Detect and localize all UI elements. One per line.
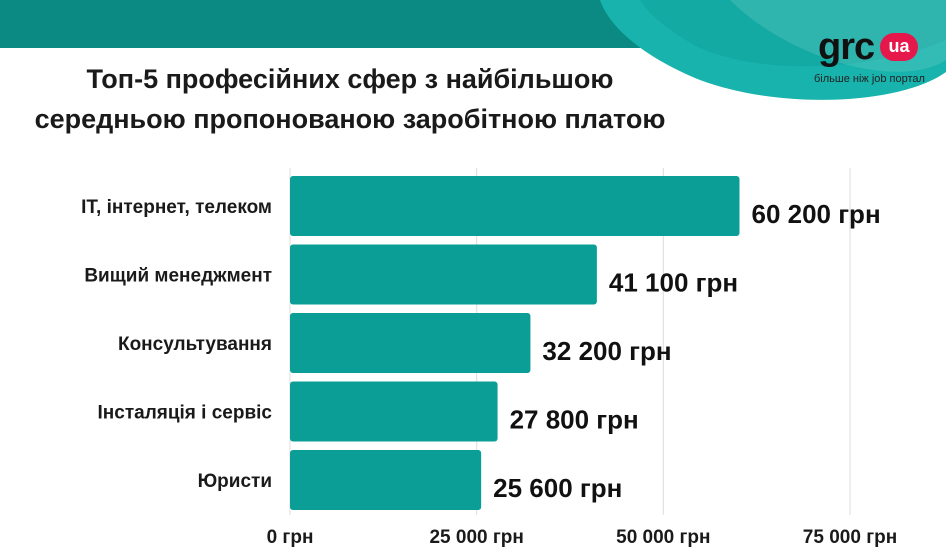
data-label: 60 200 грн (751, 199, 880, 229)
category-label: Інсталяція і сервіс (98, 403, 273, 424)
category-label: Консультування (118, 334, 272, 355)
logo-tagline: більше ніж job портал (814, 73, 925, 85)
category-label: Юристи (198, 471, 272, 492)
logo-badge: ua (880, 33, 918, 61)
bar (290, 244, 597, 305)
x-tick-label: 50 000 грн (616, 527, 710, 548)
bar (290, 176, 740, 236)
data-label: 27 800 грн (510, 405, 639, 435)
data-label: 25 600 грн (493, 473, 622, 503)
category-label: ІТ, інтернет, телеком (81, 197, 272, 218)
bar (290, 381, 498, 442)
x-tick-label: 0 грн (267, 527, 314, 548)
corner-wave-inner (640, 0, 946, 67)
logo-text: grc (818, 26, 875, 68)
category-label: Вищий менеджмент (84, 266, 272, 287)
bar (290, 450, 482, 510)
x-tick-label: 25 000 грн (429, 527, 523, 548)
bar (290, 313, 531, 373)
data-label: 41 100 грн (609, 268, 738, 298)
data-label: 32 200 грн (542, 336, 671, 366)
chart-title-line-1: Топ-5 професійних сфер з найбільшою (86, 64, 614, 94)
x-tick-label: 75 000 грн (803, 527, 897, 548)
chart-title-line-2: середньою пропонованою заробітною платою (34, 104, 666, 134)
